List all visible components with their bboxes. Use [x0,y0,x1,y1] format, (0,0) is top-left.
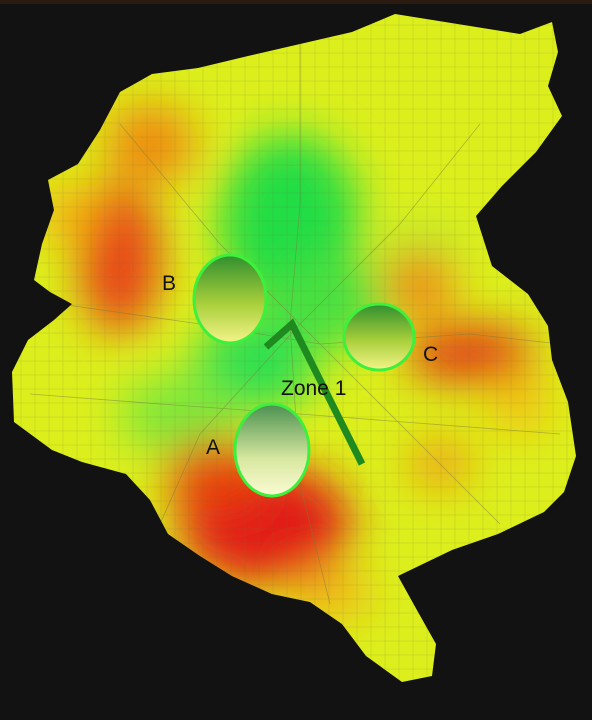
heat-map: B C A Zone 1 [12,14,576,682]
zone-1-label: Zone 1 [281,377,346,400]
zone-b-label: B [162,272,176,295]
zone-c-label: C [423,343,438,366]
zone-c-ellipse [342,302,416,372]
city-area [12,14,576,682]
zone-b-ellipse [192,253,268,345]
zone-a-ellipse [233,402,311,498]
zone-a-label: A [206,436,220,459]
zone-1-route-line [263,318,366,466]
